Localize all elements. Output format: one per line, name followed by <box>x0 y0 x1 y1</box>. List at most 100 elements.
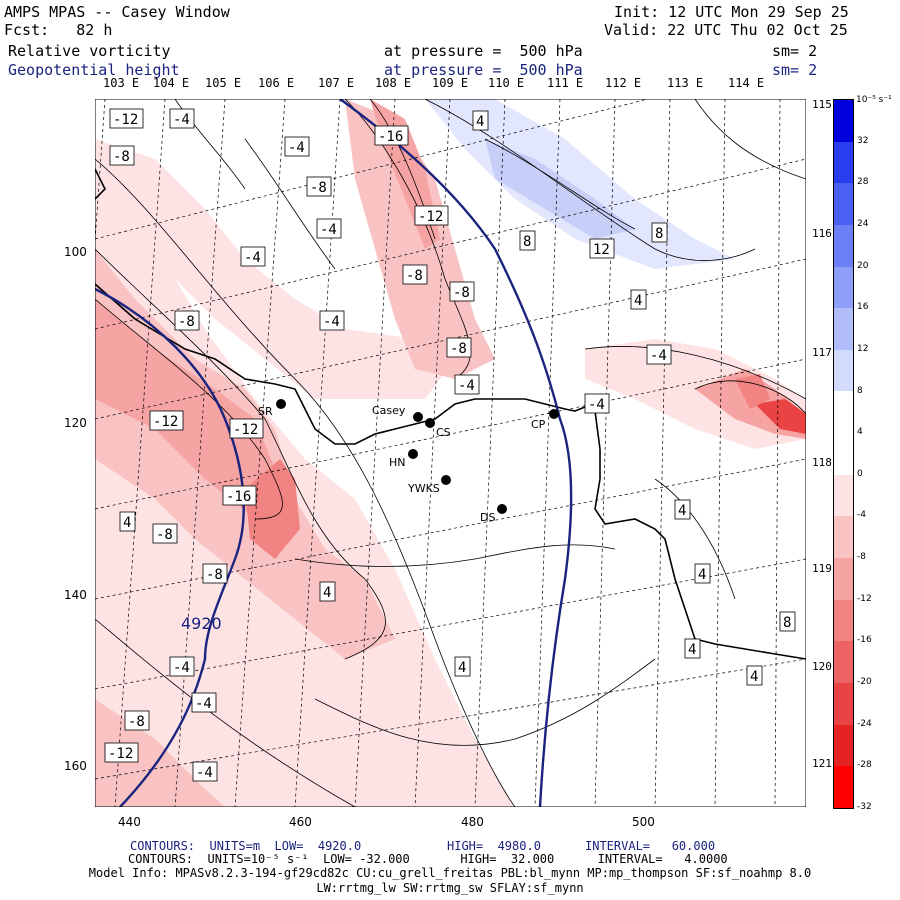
colorbar-units: 10⁻⁵ s⁻¹ <box>856 95 892 105</box>
station-ywks <box>441 475 451 485</box>
colorbar-swatch <box>834 724 853 767</box>
contour-label: -4 <box>323 314 340 330</box>
contour-label-box <box>472 110 489 131</box>
field1-level: at pressure = 500 hPa <box>384 42 583 60</box>
contour-label: -8 <box>450 341 467 357</box>
contour-label-box <box>589 238 615 259</box>
contour-label: -8 <box>453 285 470 301</box>
contour-label: -4 <box>458 378 475 394</box>
contour-label-box <box>316 218 342 239</box>
contour-label-box <box>414 205 449 226</box>
graticule <box>95 99 806 807</box>
contour-label: -8 <box>113 149 130 165</box>
field2-level: at pressure = 500 hPa <box>384 61 583 79</box>
contour-label-box <box>446 337 472 358</box>
footer-vorticity-contours: CONTOURS: UNITS=10⁻⁵ s⁻¹ LOW= -32.000 HI… <box>128 852 728 866</box>
contour-label: 4 <box>678 503 686 519</box>
field1-name: Relative vorticity <box>8 42 171 60</box>
contour-label-box <box>684 638 701 659</box>
colorbar-tick-label: -16 <box>857 635 872 646</box>
station-label-cp: CP <box>531 418 546 431</box>
contour-label-box <box>284 136 310 157</box>
colorbar-tick-label: 20 <box>857 260 869 271</box>
contour-label: 4 <box>634 293 642 309</box>
contour-label: -16 <box>226 489 251 505</box>
contour-label-box <box>169 656 195 677</box>
contour-label: 4 <box>688 642 696 658</box>
contour-label-box <box>152 523 178 544</box>
colorbar-tick-label: 28 <box>857 177 869 188</box>
station-sr <box>276 399 286 409</box>
colorbar-swatch <box>834 266 853 309</box>
contour-label-box <box>104 742 139 763</box>
contour-label: 4 <box>323 585 331 601</box>
contour-label-box <box>222 485 257 506</box>
colorbar-tick-label: -24 <box>857 718 872 729</box>
colorbar-swatch <box>834 641 853 683</box>
contour-label-box <box>646 344 672 365</box>
contour-label: 4 <box>123 515 131 531</box>
station-label-hn: HN <box>389 456 406 469</box>
station-markers <box>276 399 559 514</box>
colorbar-tick-label: -28 <box>857 760 872 771</box>
contour-label: -4 <box>650 348 667 364</box>
longitude-label-top-2: 105 E <box>205 76 242 90</box>
contour-label-box <box>109 108 144 129</box>
contour-label: 8 <box>523 234 531 250</box>
contour-label-box <box>449 281 475 302</box>
colorbar-swatch <box>834 558 853 600</box>
contour-label: -4 <box>320 222 337 238</box>
map-title: AMPS MPAS -- Casey Window <box>4 3 230 21</box>
colorbar-swatch <box>834 516 853 559</box>
contour-label: -12 <box>113 112 138 128</box>
station-label-ds: DS <box>480 511 495 524</box>
contour-label-box <box>584 393 610 414</box>
vorticity-max-right-inner <box>735 374 770 409</box>
contour-label: -12 <box>418 209 443 225</box>
colorbar-tick-label: 16 <box>857 302 869 313</box>
colorbar-tick-label: 12 <box>857 343 869 354</box>
contour-label-box <box>374 125 409 146</box>
contour-label: -8 <box>206 567 223 583</box>
contour-label: -4 <box>588 397 605 413</box>
contour-label: 4 <box>750 669 758 685</box>
longitude-label-top-9: 112 E <box>605 76 642 90</box>
contour-label: 8 <box>655 226 663 242</box>
vorticity-map: SR Casey CS CP HN YWKS DS -12 -4-8-16-44-… <box>95 99 806 807</box>
colorbar-swatch <box>834 766 853 808</box>
colorbar-swatch <box>834 682 853 725</box>
colorbar-swatch <box>834 474 853 517</box>
contour-label: 8 <box>783 615 791 631</box>
colorbar <box>833 99 854 809</box>
vorticity-band-upper <box>95 139 455 399</box>
x-axis-label-500: 500 <box>632 815 655 829</box>
contour-label: -8 <box>310 180 327 196</box>
contour-label-box <box>319 310 345 331</box>
geopotential-contours <box>95 99 573 807</box>
contour-label-box <box>519 230 536 251</box>
field2-name: Geopotential height <box>8 61 180 79</box>
vorticity-positive-core <box>485 139 635 239</box>
colorbar-swatch <box>834 391 853 434</box>
longitude-label-top-10: 113 E <box>667 76 704 90</box>
station-ds <box>497 504 507 514</box>
x-axis-label-480: 480 <box>461 815 484 829</box>
footer-height-contours: CONTOURS: UNITS=m LOW= 4920.0 <box>130 839 362 853</box>
colorbar-tick-label: -4 <box>857 510 866 521</box>
colorbar-tick-label: 0 <box>857 468 863 479</box>
contour-label: 4 <box>698 567 706 583</box>
station-label-casey: Casey <box>372 404 406 417</box>
colorbar-swatch <box>834 100 853 142</box>
contour-label-box <box>149 410 184 431</box>
contour-label: -4 <box>288 140 305 156</box>
init-time: Init: 12 UTC Mon 29 Sep 25 <box>614 3 849 21</box>
station-cp <box>549 409 559 419</box>
longitude-label-top-8: 111 E <box>547 76 584 90</box>
forecast-hour: Fcst: 82 h <box>4 21 113 39</box>
footer-height-high: HIGH= 4980.0 <box>447 839 541 853</box>
longitude-label-top-1: 104 E <box>153 76 190 90</box>
contour-label-box <box>651 222 668 243</box>
contour-label: -16 <box>378 129 403 145</box>
contour-label: -12 <box>233 422 258 438</box>
contour-label: -4 <box>244 250 261 266</box>
